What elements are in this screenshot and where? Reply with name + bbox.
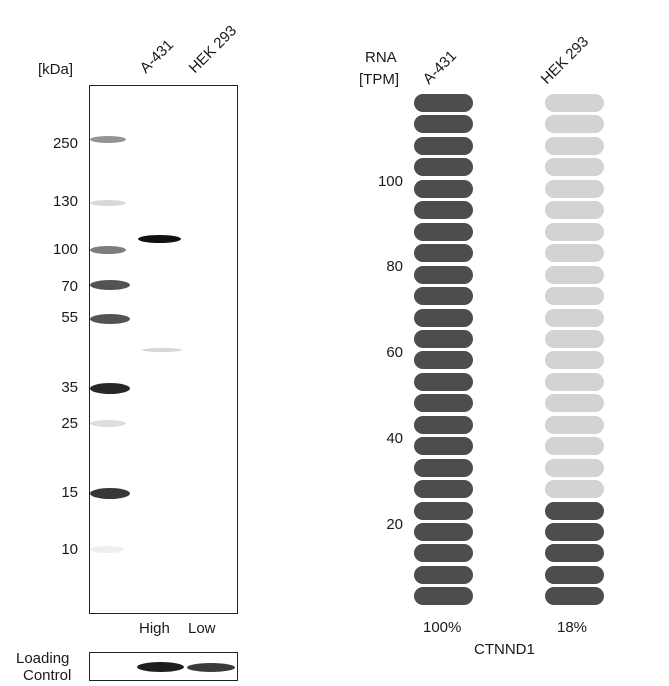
rna-segment-a431-5 (414, 501, 473, 520)
rna-segment-hek293-19 (545, 201, 604, 220)
rna-segment-hek293-23 (545, 115, 604, 134)
lane-level-low: Low (188, 620, 216, 637)
marker-label-10: 10 (61, 541, 78, 558)
rna-segment-hek293-21 (545, 158, 604, 177)
rna-segment-hek293-11 (545, 372, 604, 391)
marker-label-35: 35 (61, 379, 78, 396)
rna-segment-a431-6 (414, 480, 473, 499)
rna-percent-label-hek293: 18% (557, 619, 588, 636)
ladder-band-35 (90, 383, 130, 394)
rna-segment-hek293-6 (545, 480, 604, 499)
rna-segment-a431-17 (414, 244, 473, 263)
rna-segment-a431-19 (414, 201, 473, 220)
rna-segment-hek293-24 (545, 94, 604, 112)
rna-sample-label-hek293: HEK 293 (537, 33, 593, 88)
marker-label-25: 25 (61, 415, 78, 432)
ladder-band-10 (90, 546, 124, 553)
rna-percent-label-a431: 100% (423, 619, 462, 636)
rna-y-tick-20: 20 (386, 516, 403, 533)
rna-segment-a431-23 (414, 115, 473, 134)
rna-segment-hek293-8 (545, 437, 604, 456)
loading-control-label-line1: Loading (16, 650, 70, 667)
lane-level-high: High (139, 620, 170, 637)
rna-segment-a431-13 (414, 329, 473, 348)
marker-label-100: 100 (52, 241, 78, 258)
rna-sample-label-a431: A-431 (419, 47, 461, 88)
gene-name-label: CTNND1 (474, 641, 535, 658)
ladder-band-100 (90, 246, 126, 254)
rna-y-tick-80: 80 (386, 258, 403, 275)
rna-segment-hek293-7 (545, 458, 604, 477)
rna-segment-a431-9 (414, 415, 473, 434)
rna-segment-hek293-5 (545, 501, 604, 520)
rna-segment-hek293-2 (545, 565, 604, 584)
a431-faint-band (142, 348, 182, 352)
rna-segment-a431-7 (414, 458, 473, 477)
loading-control-image (89, 652, 238, 681)
kda-unit-label: [kDa] (38, 61, 74, 78)
rna-segment-hek293-14 (545, 308, 604, 327)
ladder-band-25 (90, 420, 126, 427)
rna-segment-hek293-15 (545, 287, 604, 306)
ladder-band-15 (90, 488, 130, 499)
rna-segment-hek293-12 (545, 351, 604, 370)
rna-y-tick-60: 60 (386, 344, 403, 361)
rna-bar-column-hek293 (545, 94, 604, 606)
rna-segment-a431-16 (414, 265, 473, 284)
rna-segment-hek293-20 (545, 179, 604, 198)
rna-segment-hek293-16 (545, 265, 604, 284)
rna-segment-a431-15 (414, 287, 473, 306)
rna-segment-a431-4 (414, 523, 473, 541)
rna-segment-hek293-3 (545, 544, 604, 563)
loading-control-band-hek293 (187, 663, 235, 672)
rna-segment-hek293-1 (545, 587, 604, 606)
rna-segment-a431-8 (414, 437, 473, 456)
rna-segment-a431-22 (414, 136, 473, 155)
marker-label-15: 15 (61, 484, 78, 501)
rna-title-line1: RNA (365, 49, 397, 66)
ladder-band-250 (90, 136, 126, 143)
rna-segment-a431-24 (414, 94, 473, 112)
rna-segment-hek293-13 (545, 329, 604, 348)
rna-segment-hek293-10 (545, 394, 604, 413)
rna-segment-a431-11 (414, 372, 473, 391)
rna-segment-a431-2 (414, 565, 473, 584)
rna-segment-hek293-4 (545, 523, 604, 541)
loading-control-label-line2: Control (23, 667, 72, 684)
rna-y-tick-40: 40 (386, 430, 403, 447)
a431-main-band (138, 235, 181, 243)
loading-control-band-a431 (137, 662, 184, 672)
marker-label-250: 250 (52, 135, 78, 152)
marker-label-130: 130 (52, 193, 78, 210)
rna-title-line2: [TPM] (359, 71, 399, 88)
ladder-band-70 (90, 280, 130, 290)
rna-segment-hek293-9 (545, 415, 604, 434)
ladder-band-130 (90, 200, 126, 206)
rna-segment-a431-14 (414, 308, 473, 327)
blot-image (89, 85, 238, 614)
marker-label-55: 55 (61, 309, 78, 326)
rna-segment-a431-12 (414, 351, 473, 370)
blot-lane-label-a431: A-431 (136, 36, 178, 77)
rna-segment-a431-21 (414, 158, 473, 177)
rna-segment-hek293-17 (545, 244, 604, 263)
rna-segment-a431-3 (414, 544, 473, 563)
ladder-band-55 (90, 314, 130, 324)
blot-lane-label-hek293: HEK 293 (185, 22, 241, 77)
rna-segment-hek293-18 (545, 222, 604, 241)
marker-label-70: 70 (61, 278, 78, 295)
rna-segment-hek293-22 (545, 136, 604, 155)
rna-segment-a431-1 (414, 587, 473, 606)
rna-segment-a431-18 (414, 222, 473, 241)
rna-segment-a431-10 (414, 394, 473, 413)
rna-bar-column-a431 (414, 94, 473, 606)
rna-segment-a431-20 (414, 179, 473, 198)
rna-y-tick-100: 100 (377, 173, 403, 190)
